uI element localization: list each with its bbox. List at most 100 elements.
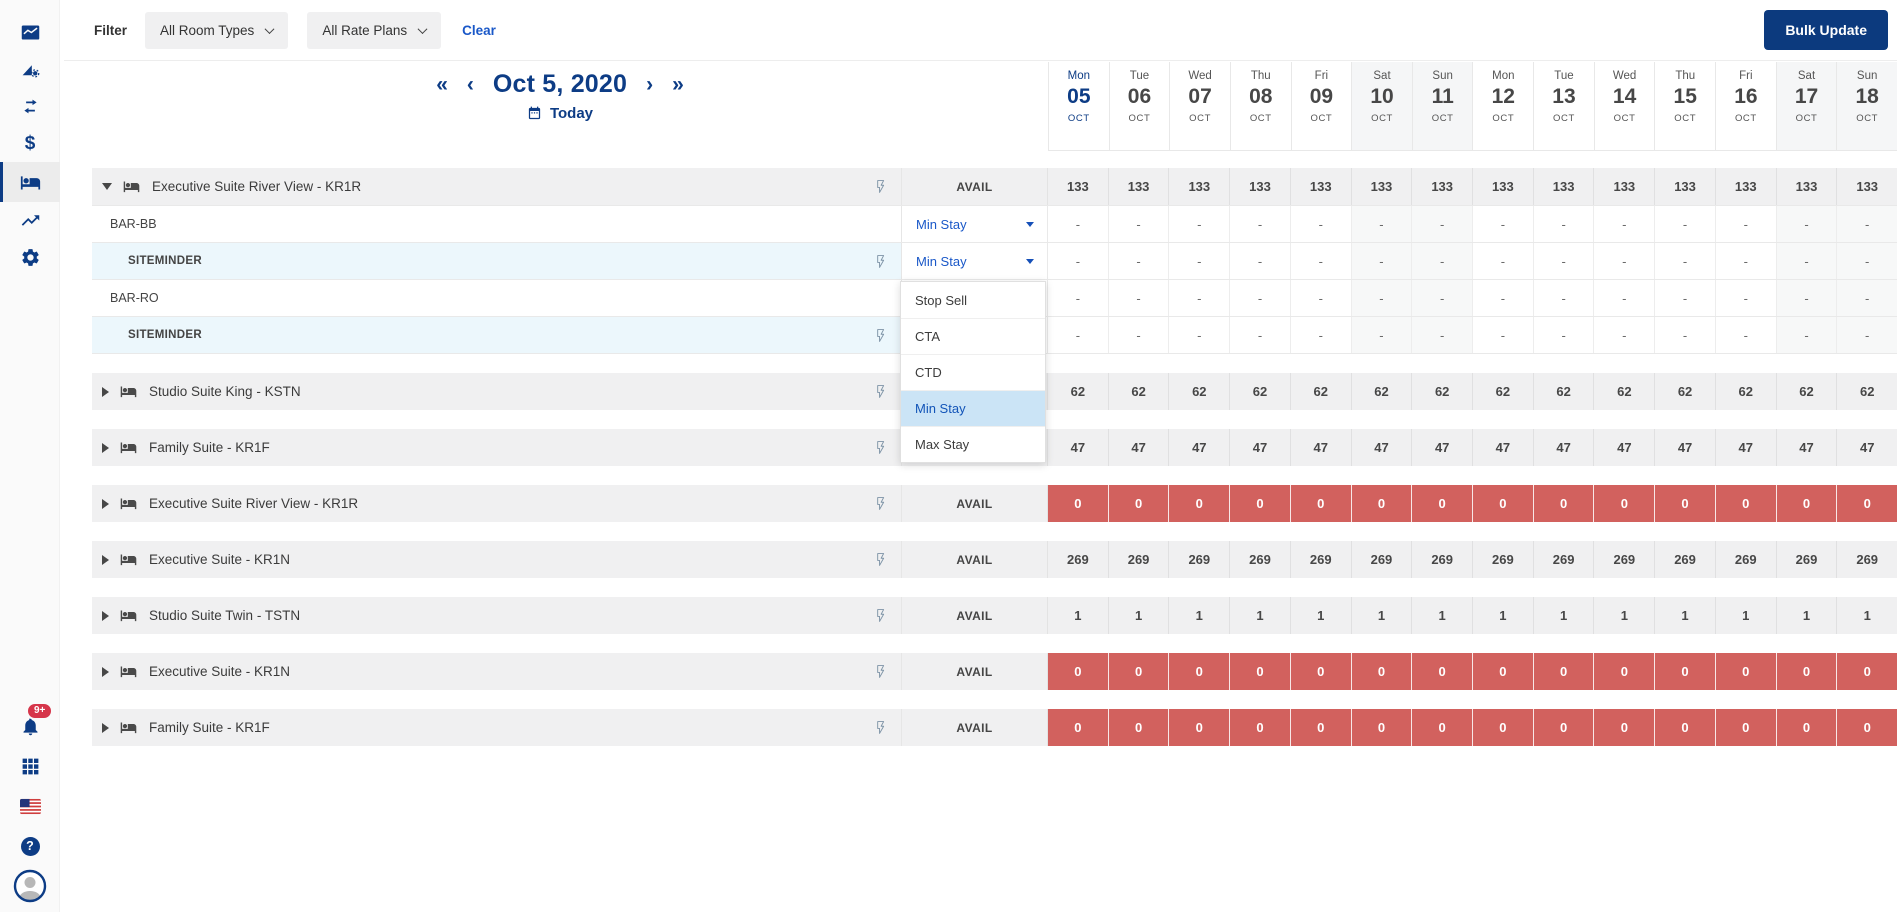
current-date-title[interactable]: Oct 5, 2020 [492,70,628,98]
restriction-cell[interactable]: - [1412,317,1474,353]
avail-cell[interactable]: 62 [1230,373,1291,410]
avail-cell[interactable]: 269 [1048,541,1109,578]
prev-day-icon[interactable]: ‹ [466,73,474,96]
restriction-cell[interactable]: - [1534,280,1595,316]
avail-cell[interactable]: 269 [1230,541,1291,578]
expand-caret-icon[interactable] [102,442,109,453]
avail-cell[interactable]: 1 [1109,597,1170,634]
avail-cell[interactable]: 269 [1534,541,1595,578]
avail-cell[interactable]: 0 [1655,653,1716,690]
avail-cell[interactable]: 133 [1109,168,1170,205]
avail-cell[interactable]: 62 [1777,373,1838,410]
restriction-cell[interactable]: - [1594,280,1656,316]
avail-cell[interactable]: 133 [1473,168,1534,205]
menu-option[interactable]: Min Stay [901,390,1045,426]
avail-cell[interactable]: 0 [1716,653,1777,690]
restriction-cell[interactable]: - [1169,243,1231,279]
avail-cell[interactable]: 62 [1655,373,1716,410]
avail-cell[interactable]: 269 [1291,541,1352,578]
restriction-cell[interactable]: - [1291,206,1352,242]
restriction-cell[interactable]: - [1655,317,1716,353]
sidebar-item-channels[interactable] [0,88,60,125]
restriction-cell[interactable]: - [1837,317,1897,353]
room-types-filter[interactable]: All Room Types [145,11,289,49]
jump-back-icon[interactable]: « [436,73,448,96]
restriction-cell[interactable]: - [1837,206,1897,242]
restriction-cell[interactable]: - [1534,317,1595,353]
restriction-cell[interactable]: - [1776,206,1838,242]
avail-cell[interactable]: 0 [1534,709,1595,746]
user-menu-button[interactable] [0,866,60,906]
restriction-cell[interactable]: - [1351,243,1413,279]
avail-cell[interactable]: 1 [1473,597,1534,634]
avail-cell[interactable]: 47 [1473,429,1534,466]
restriction-cell[interactable]: - [1716,280,1777,316]
avail-cell[interactable]: 62 [1048,373,1109,410]
expand-caret-icon[interactable] [102,498,109,509]
avail-cell[interactable]: 0 [1352,709,1413,746]
restriction-cell[interactable]: - [1351,280,1413,316]
restriction-cell[interactable]: - [1594,206,1656,242]
room-row[interactable]: Executive Suite - KR1N AVAIL 269 269 269 269 2… [92,541,1897,578]
avail-cell[interactable]: 0 [1594,653,1656,690]
avail-cell[interactable]: 47 [1412,429,1474,466]
avail-cell[interactable]: 47 [1169,429,1231,466]
avail-cell[interactable]: 62 [1352,373,1413,410]
avail-cell[interactable]: 0 [1412,709,1474,746]
avail-cell[interactable]: 0 [1230,653,1291,690]
avail-cell[interactable]: 0 [1291,653,1352,690]
avail-cell[interactable]: 133 [1594,168,1656,205]
restriction-cell[interactable]: - [1837,243,1897,279]
avail-cell[interactable]: 0 [1473,709,1534,746]
restriction-cell[interactable]: - [1230,317,1291,353]
expand-caret-icon[interactable] [102,610,109,621]
avail-cell[interactable]: 0 [1109,485,1170,522]
restriction-select[interactable]: Min Stay [902,206,1047,242]
avail-cell[interactable]: 0 [1048,653,1109,690]
avail-cell[interactable]: 0 [1352,485,1413,522]
avail-cell[interactable]: 0 [1777,485,1838,522]
today-button[interactable]: Today [408,105,712,122]
avail-cell[interactable]: 1 [1655,597,1716,634]
avail-cell[interactable]: 47 [1534,429,1595,466]
restriction-cell[interactable]: - [1473,317,1534,353]
restriction-cell[interactable]: - [1776,243,1838,279]
menu-option[interactable]: Stop Sell [915,292,968,308]
avail-cell[interactable]: 62 [1473,373,1534,410]
avail-cell[interactable]: 269 [1655,541,1716,578]
restriction-cell[interactable]: - [1473,280,1534,316]
avail-cell[interactable]: 133 [1856,179,1879,194]
next-day-icon[interactable]: › [646,73,654,96]
avail-cell[interactable]: 62 [1716,373,1777,410]
restriction-cell[interactable]: - [1109,206,1170,242]
restriction-cell[interactable]: - [1048,280,1109,316]
avail-cell[interactable]: 269 [1777,541,1838,578]
avail-cell[interactable]: 0 [1169,653,1231,690]
avail-cell[interactable]: 1 [1412,597,1474,634]
room-row[interactable]: Executive Suite River View - KR1R AVAIL 0 0… [92,485,1897,522]
room-row[interactable]: Family Suite - KR1F AVAIL 0 0 0 0 0 0 0 0 0 0 0 0 0 0 [92,709,1897,746]
restriction-cell[interactable]: - [1716,243,1777,279]
restriction-cell[interactable]: - [1048,243,1109,279]
restriction-cell[interactable]: - [1169,317,1231,353]
room-row[interactable]: Executive Suite River View - KR1R AVAIL 13… [92,168,1897,205]
avail-cell[interactable]: 0 [1534,653,1595,690]
avail-cell[interactable]: 0 [1777,709,1838,746]
restriction-cell[interactable]: - [1594,243,1656,279]
sidebar-item-rates[interactable]: $ [0,125,60,162]
expand-caret-icon[interactable] [102,722,109,733]
avail-cell[interactable]: 0 [1048,709,1109,746]
avail-cell[interactable]: 62 [1534,373,1595,410]
avail-cell[interactable]: 62 [1412,373,1474,410]
avail-cell[interactable]: 47 [1352,429,1413,466]
restriction-cell[interactable]: - [1473,206,1534,242]
avail-cell[interactable]: 0 [1594,485,1656,522]
avail-cell[interactable]: 62 [1169,373,1231,410]
avail-cell[interactable]: 1 [1230,597,1291,634]
avail-cell[interactable]: 0 [1777,653,1838,690]
avail-cell[interactable]: 269 [1473,541,1534,578]
restriction-cell[interactable]: - [1716,317,1777,353]
restriction-cell[interactable]: - [1594,317,1656,353]
avail-cell[interactable]: 0 [1169,485,1231,522]
avail-cell[interactable]: 269 [1109,541,1170,578]
